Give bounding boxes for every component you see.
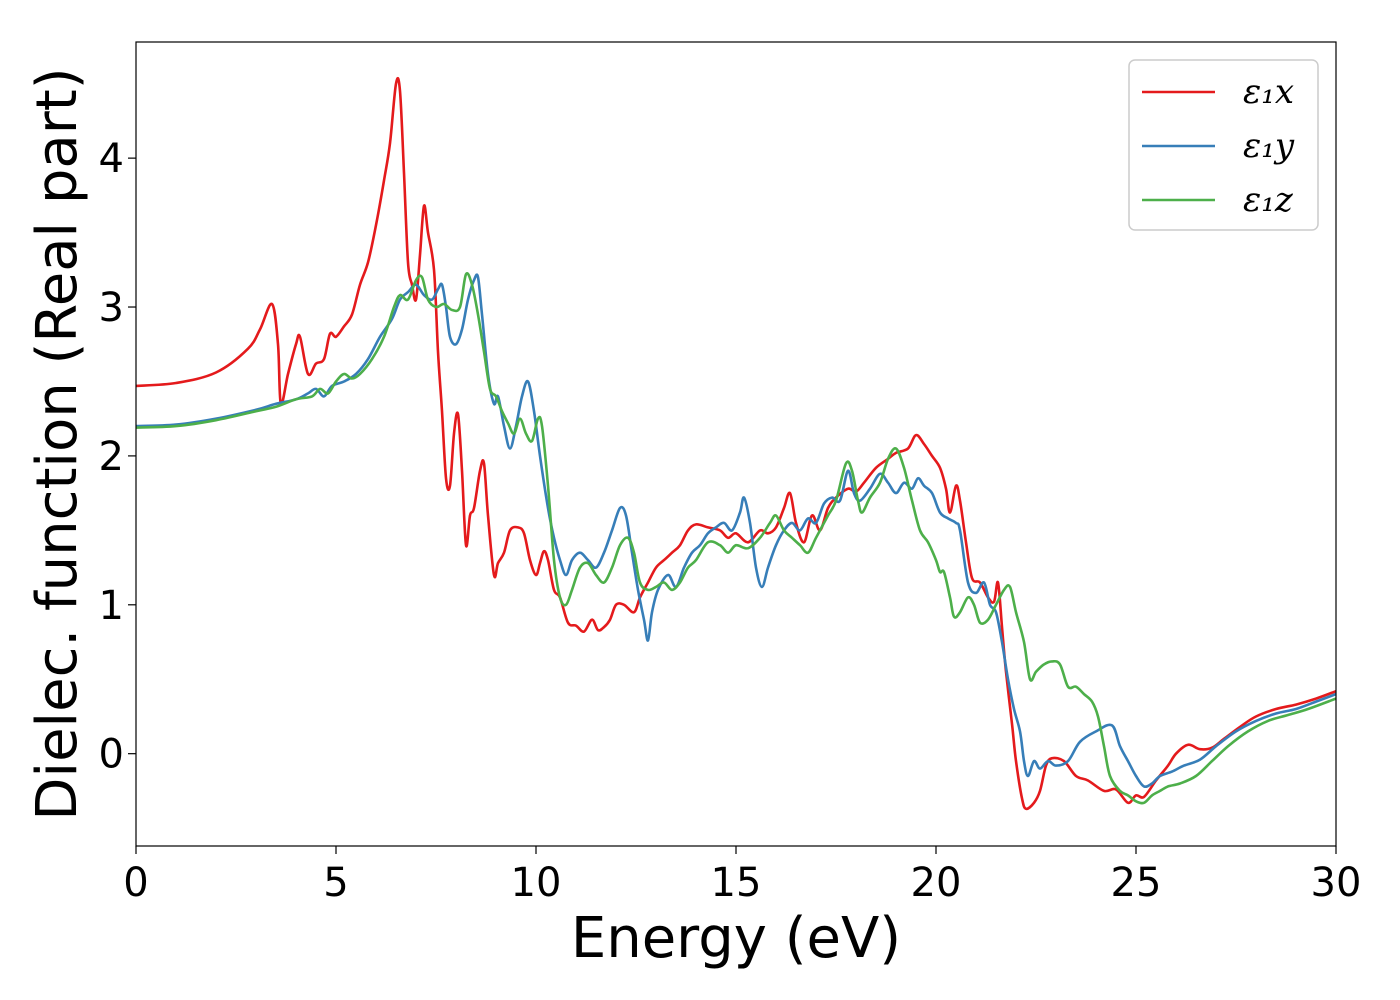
x-tick-label: 20 — [911, 860, 962, 906]
legend: ε₁x ε₁y ε₁z — [1128, 59, 1319, 231]
x-tick-label: 10 — [511, 860, 562, 906]
y-axis: 0 1 2 3 4 — [99, 136, 136, 778]
series-line-eps1z — [136, 272, 1336, 805]
series-line-eps1x — [136, 76, 1336, 811]
legend-box — [1128, 59, 1319, 231]
y-tick-label: 4 — [99, 136, 124, 182]
x-axis: 0 5 10 15 20 25 30 — [123, 846, 1361, 906]
series-layer — [136, 76, 1336, 811]
legend-label-eps1y: ε₁y — [1243, 126, 1295, 166]
x-tick-label: 15 — [711, 860, 762, 906]
x-tick-label: 25 — [1111, 860, 1162, 906]
y-tick-label: 2 — [99, 434, 124, 480]
x-tick-label: 30 — [1311, 860, 1362, 906]
legend-label-eps1x: ε₁x — [1243, 72, 1294, 112]
y-tick-label: 1 — [99, 583, 124, 629]
y-tick-label: 3 — [99, 285, 124, 331]
series-line-eps1y — [136, 273, 1336, 789]
y-axis-label: Dielec. function (Real part) — [25, 67, 90, 820]
legend-label-eps1z: ε₁z — [1243, 180, 1294, 220]
y-tick-label: 0 — [99, 732, 124, 778]
x-tick-label: 0 — [123, 860, 148, 906]
x-tick-label: 5 — [323, 860, 348, 906]
x-axis-label: Energy (eV) — [571, 906, 901, 971]
